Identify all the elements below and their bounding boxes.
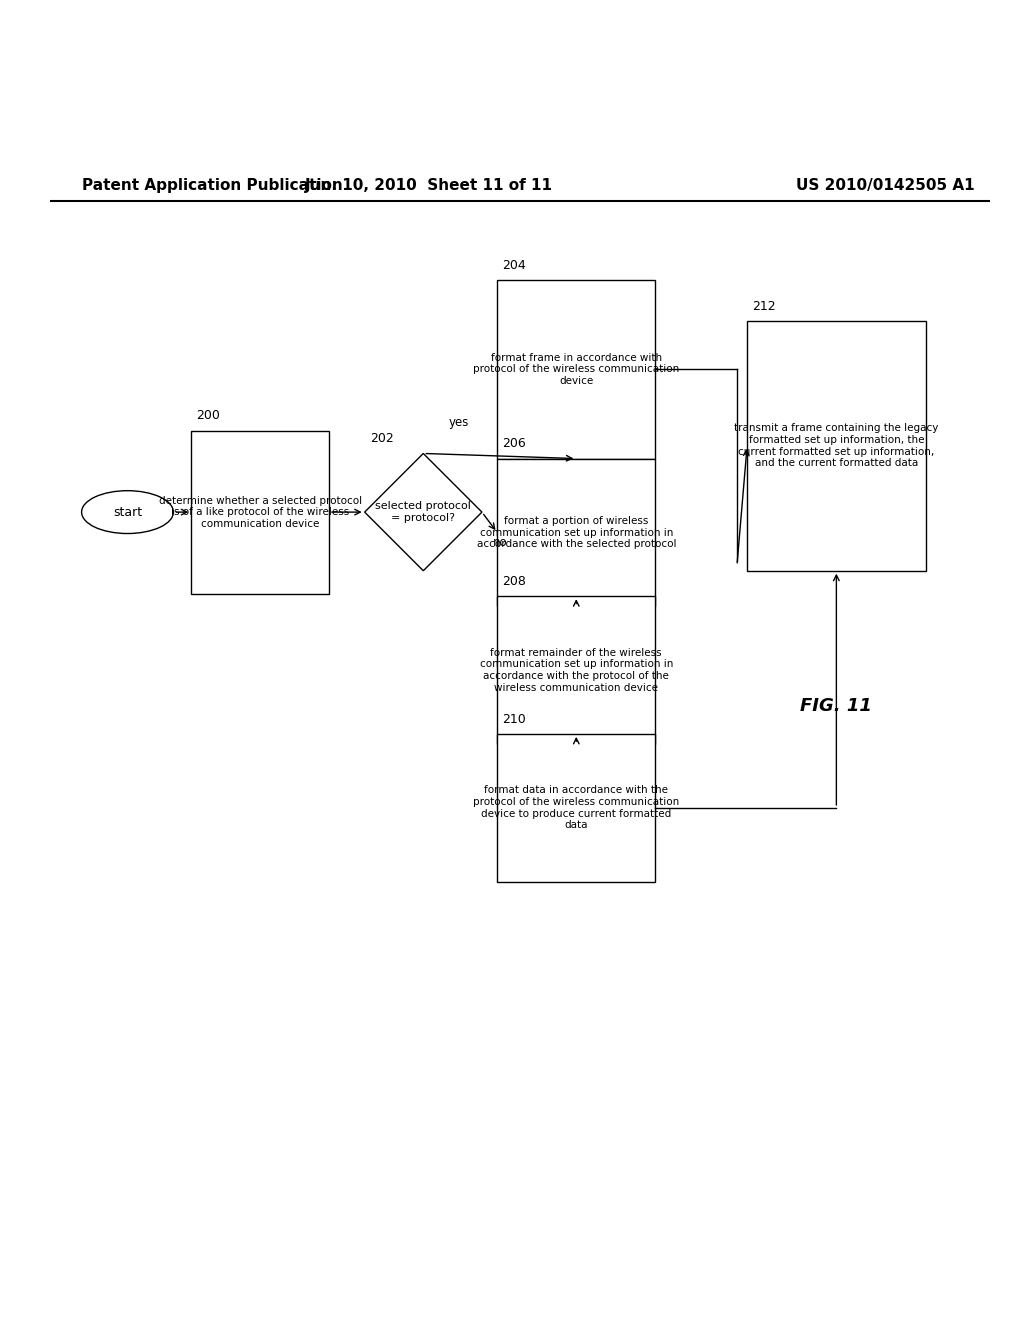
FancyBboxPatch shape (748, 321, 926, 570)
FancyBboxPatch shape (498, 597, 655, 744)
Text: format frame in accordance with
protocol of the wireless communication
device: format frame in accordance with protocol… (473, 352, 679, 385)
FancyBboxPatch shape (191, 430, 329, 594)
FancyBboxPatch shape (498, 458, 655, 606)
Text: 202: 202 (370, 432, 393, 445)
Text: 212: 212 (753, 300, 776, 313)
Text: transmit a frame containing the legacy
formatted set up information, the
current: transmit a frame containing the legacy f… (734, 424, 939, 469)
Text: 200: 200 (197, 409, 220, 422)
Text: 208: 208 (503, 576, 526, 589)
FancyBboxPatch shape (498, 734, 655, 882)
Text: selected protocol
= protocol?: selected protocol = protocol? (376, 502, 471, 523)
Ellipse shape (82, 491, 173, 533)
Text: 206: 206 (503, 437, 526, 450)
Text: no: no (493, 536, 508, 549)
Text: Jun. 10, 2010  Sheet 11 of 11: Jun. 10, 2010 Sheet 11 of 11 (304, 178, 552, 193)
Text: format remainder of the wireless
communication set up information in
accordance : format remainder of the wireless communi… (479, 648, 673, 693)
Polygon shape (365, 454, 482, 570)
Text: yes: yes (449, 416, 469, 429)
Text: determine whether a selected protocol
is of a like protocol of the wireless
comm: determine whether a selected protocol is… (159, 495, 361, 529)
Text: format data in accordance with the
protocol of the wireless communication
device: format data in accordance with the proto… (473, 785, 679, 830)
Text: 210: 210 (503, 713, 526, 726)
FancyBboxPatch shape (498, 280, 655, 458)
Text: FIG. 11: FIG. 11 (801, 697, 872, 715)
Text: Patent Application Publication: Patent Application Publication (82, 178, 342, 193)
Text: 204: 204 (503, 259, 526, 272)
Text: US 2010/0142505 A1: US 2010/0142505 A1 (796, 178, 974, 193)
Text: start: start (113, 506, 142, 519)
Text: format a portion of wireless
communication set up information in
accordance with: format a portion of wireless communicati… (476, 516, 676, 549)
